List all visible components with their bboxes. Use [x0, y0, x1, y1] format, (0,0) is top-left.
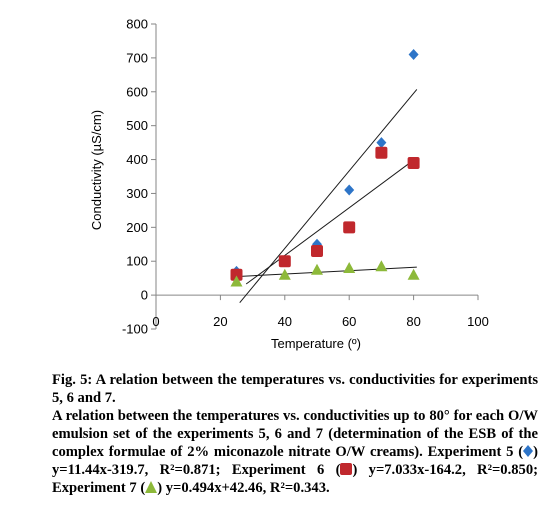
- point-experiment-7: [311, 263, 323, 275]
- point-experiment-5: [376, 137, 387, 149]
- point-experiment-6: [407, 156, 420, 169]
- x-tick-label: 80: [406, 314, 420, 329]
- point-experiment-5: [408, 49, 419, 60]
- point-experiment-6: [311, 245, 323, 258]
- trendlines: [233, 89, 418, 303]
- y-tick-label: 500: [126, 118, 148, 133]
- x-tick-label: 20: [213, 314, 227, 329]
- x-tick-label: 40: [278, 314, 292, 329]
- y-tick-label: 0: [141, 288, 148, 303]
- y-tick-label: 100: [126, 254, 148, 269]
- point-experiment-6: [343, 221, 356, 234]
- x-axis-title: Temperature (º): [271, 336, 361, 351]
- point-experiment-7: [278, 268, 291, 280]
- y-tick-label: 600: [126, 84, 148, 99]
- caption-title: Fig. 5: A relation between the temperatu…: [52, 372, 538, 406]
- point-experiment-7: [343, 262, 356, 273]
- point-experiment-6: [375, 146, 388, 159]
- data-markers: [230, 49, 420, 287]
- red-square-icon: [340, 463, 353, 475]
- figure-caption: Fig. 5: A relation between the temperatu…: [52, 371, 538, 497]
- point-experiment-7: [375, 260, 388, 272]
- y-tick-label: 200: [126, 220, 148, 235]
- y-tick-label: 700: [126, 50, 148, 65]
- point-experiment-5: [344, 184, 355, 196]
- caption-text-4: ) y=0.494x+42.46, R²=0.343.: [157, 480, 330, 496]
- point-experiment-6: [278, 255, 291, 268]
- point-experiment-7: [407, 268, 420, 280]
- y-tick-label: 400: [126, 152, 148, 167]
- caption-body: A relation between the temperatures vs. …: [52, 407, 538, 497]
- point-experiment-7: [230, 275, 243, 287]
- blue-diamond-icon: [523, 445, 534, 457]
- x-tick-label: 100: [467, 314, 489, 329]
- point-experiment-6: [230, 268, 243, 281]
- y-axis-title: Conductivity (µS/cm): [89, 110, 104, 230]
- y-tick-label: 300: [126, 186, 148, 201]
- caption-text-2: ) y=11.44x-319.7, R²=0.871; Experiment 6…: [52, 444, 538, 478]
- y-tick-label: 800: [126, 17, 148, 32]
- caption-text-3: ) y=7.033x-164.2, R²=0.850; Experiment 7…: [52, 462, 538, 496]
- caption-text-1: A relation between the temperatures vs. …: [52, 408, 538, 460]
- trendline-experiment-7: [233, 266, 417, 278]
- axes: -100 0 100 200 300 400 500 600 700 800 0 20 40 60 80 10…: [122, 17, 489, 337]
- trendline-experiment-6: [245, 157, 418, 285]
- green-triangle-icon: [145, 481, 158, 493]
- x-tick-label: 60: [342, 314, 356, 329]
- trendline-experiment-5: [239, 89, 418, 303]
- conductivity-chart: -100 0 100 200 300 400 500 600 700 800 0 20 40 60 80 10…: [89, 17, 489, 352]
- x-tick-label: 0: [152, 314, 159, 329]
- y-tick-label: -100: [122, 322, 148, 337]
